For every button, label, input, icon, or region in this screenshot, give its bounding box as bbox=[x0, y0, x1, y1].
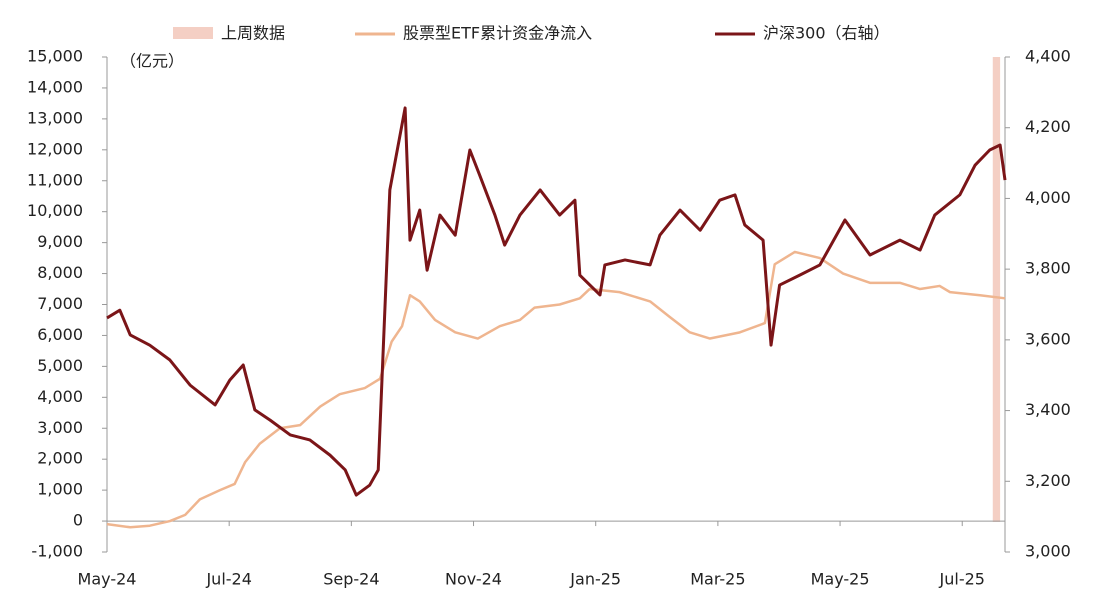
y-tick-label: 8,000 bbox=[37, 263, 83, 282]
unit-label: （亿元） bbox=[120, 52, 184, 71]
x-tick-label: Jul-25 bbox=[939, 570, 985, 589]
y-tick-label: 4,000 bbox=[37, 387, 83, 406]
y-tick-label: 13,000 bbox=[27, 108, 83, 127]
y2-tick-label: 3,800 bbox=[1025, 259, 1071, 278]
y2-tick-label: 4,400 bbox=[1025, 47, 1071, 66]
y2-tick-label: 3,200 bbox=[1025, 471, 1071, 490]
x-tick-label: Mar-25 bbox=[690, 570, 745, 589]
y-tick-label: 2,000 bbox=[37, 449, 83, 468]
y-tick-label: 10,000 bbox=[27, 201, 83, 220]
x-tick-label: Sep-24 bbox=[323, 570, 379, 589]
x-tick-label: May-25 bbox=[811, 570, 870, 589]
y2-tick-label: 3,600 bbox=[1025, 329, 1071, 348]
y-tick-label: -1,000 bbox=[31, 542, 83, 561]
legend-label: 沪深300（右轴） bbox=[763, 24, 890, 43]
series-line bbox=[106, 250, 1006, 529]
x-tick-label: Jul-24 bbox=[205, 570, 251, 589]
y2-tick-label: 4,200 bbox=[1025, 117, 1071, 136]
y-tick-label: 15,000 bbox=[27, 47, 83, 66]
y-tick-label: 0 bbox=[73, 511, 83, 530]
legend-label: 上周数据 bbox=[221, 24, 285, 43]
y-tick-label: 12,000 bbox=[27, 139, 83, 158]
y-tick-label: 6,000 bbox=[37, 325, 83, 344]
y-tick-label: 11,000 bbox=[27, 170, 83, 189]
y-tick-label: 5,000 bbox=[37, 356, 83, 375]
y-tick-label: 9,000 bbox=[37, 232, 83, 251]
legend-swatch bbox=[173, 27, 213, 39]
y2-tick-label: 3,000 bbox=[1025, 542, 1071, 561]
y-tick-label: 1,000 bbox=[37, 480, 83, 499]
highlight-band bbox=[992, 57, 1001, 522]
series-line bbox=[106, 106, 1007, 497]
x-tick-label: Nov-24 bbox=[445, 570, 502, 589]
x-tick-label: May-24 bbox=[78, 570, 137, 589]
y-tick-label: 7,000 bbox=[37, 294, 83, 313]
y2-tick-label: 3,400 bbox=[1025, 400, 1071, 419]
y-tick-label: 14,000 bbox=[27, 77, 83, 96]
y-tick-label: 3,000 bbox=[37, 418, 83, 437]
x-tick-label: Jan-25 bbox=[569, 570, 621, 589]
y2-tick-label: 4,000 bbox=[1025, 188, 1071, 207]
legend-label: 股票型ETF累计资金净流入 bbox=[403, 24, 592, 43]
